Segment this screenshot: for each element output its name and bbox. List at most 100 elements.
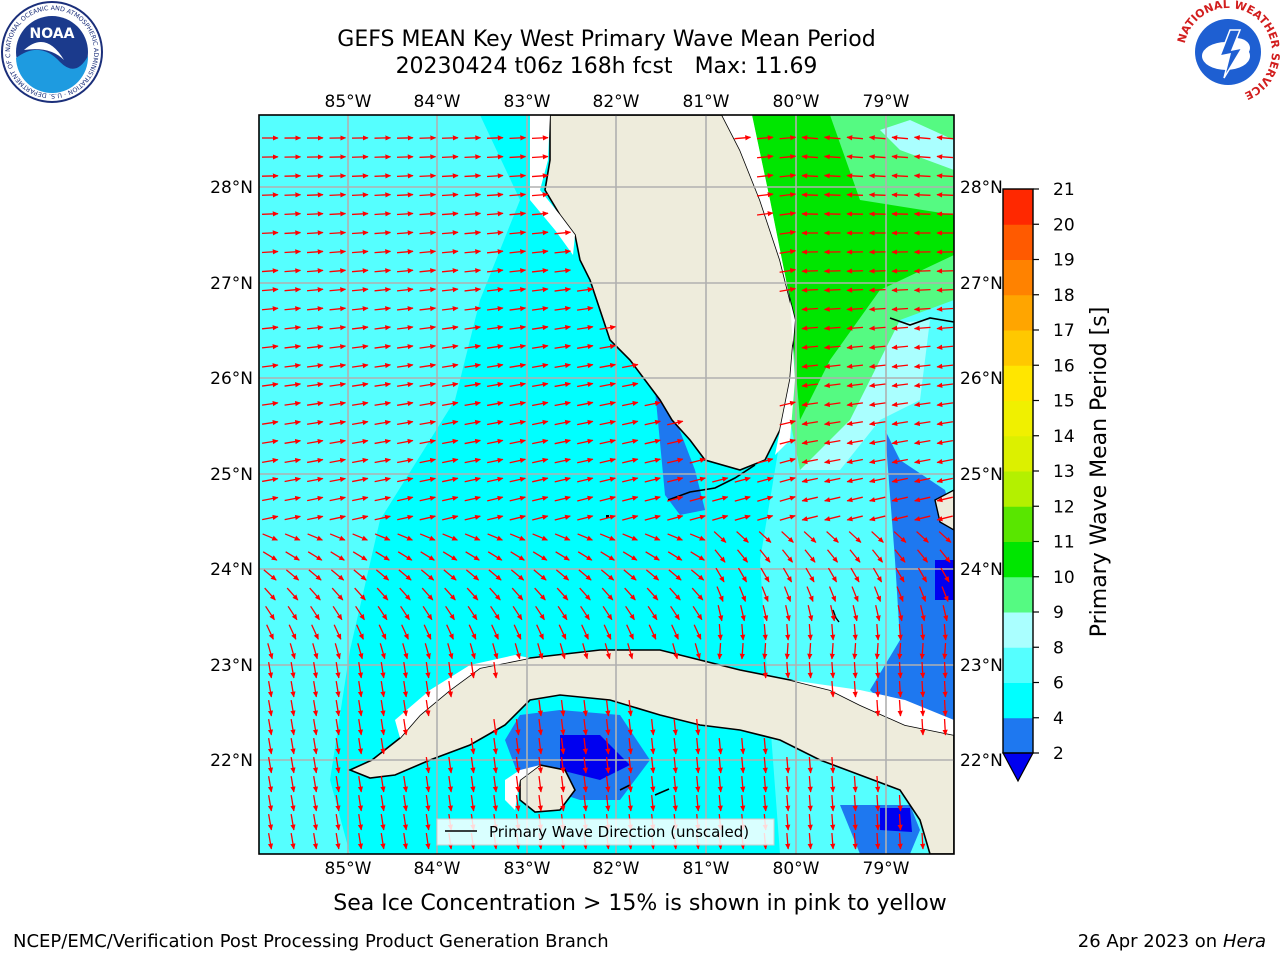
- wave-direction-arrow: [329, 211, 347, 217]
- wave-direction-arrow: [920, 661, 926, 679]
- colorbar-tick-label: 8: [1053, 638, 1064, 658]
- wave-direction-arrow: [868, 420, 886, 427]
- wave-direction-arrow: [667, 533, 683, 541]
- wave-direction-arrow: [422, 605, 433, 621]
- wave-direction-arrow: [599, 514, 616, 521]
- wave-direction-arrow: [464, 438, 481, 445]
- wave-direction-arrow: [846, 363, 864, 369]
- wave-direction-arrow: [284, 249, 302, 255]
- wave-direction-arrow: [351, 306, 369, 312]
- wave-direction-arrow: [374, 495, 391, 502]
- wave-direction-arrow: [801, 515, 818, 522]
- lon-tick-top: 83°W: [504, 92, 551, 112]
- wave-direction-arrow: [558, 624, 567, 640]
- wave-direction-arrow: [913, 325, 931, 331]
- wave-direction-arrow: [447, 680, 453, 698]
- wave-direction-arrow: [919, 642, 925, 660]
- wave-direction-arrow: [622, 476, 639, 483]
- wave-direction-arrow: [512, 605, 523, 621]
- wave-direction-arrow: [582, 794, 588, 812]
- wave-direction-arrow: [913, 135, 931, 141]
- wave-direction-arrow: [555, 569, 570, 581]
- wave-direction-arrow: [486, 362, 504, 369]
- wave-direction-arrow: [284, 192, 302, 198]
- wave-direction-arrow: [515, 718, 521, 736]
- wave-direction-arrow: [600, 551, 615, 561]
- wave-direction-arrow: [914, 515, 931, 522]
- wave-direction-arrow: [357, 737, 364, 755]
- wave-direction-arrow: [329, 495, 346, 502]
- wave-direction-arrow: [531, 192, 549, 198]
- wave-direction-arrow: [332, 605, 343, 621]
- wave-direction-arrow: [444, 587, 456, 601]
- wave-direction-arrow: [261, 363, 279, 369]
- wave-direction-arrow: [801, 363, 819, 369]
- wave-direction-arrow: [807, 605, 814, 622]
- wave-direction-arrow: [760, 567, 770, 583]
- wave-direction-arrow: [374, 514, 391, 521]
- wave-direction-arrow: [599, 362, 617, 369]
- lat-tick-right: 24°N: [960, 560, 1003, 580]
- wave-direction-arrow: [846, 287, 864, 293]
- wave-direction-arrow: [329, 192, 347, 198]
- lon-tick-bottom: 82°W: [593, 859, 640, 879]
- lat-tick-left: 23°N: [210, 656, 253, 676]
- wave-direction-arrow: [936, 420, 954, 427]
- lon-tick-top: 80°W: [773, 92, 820, 112]
- wave-direction-arrow: [487, 514, 504, 521]
- wave-direction-arrow: [896, 586, 904, 603]
- wave-direction-arrow: [329, 173, 347, 179]
- wave-direction-arrow: [312, 738, 319, 755]
- wave-direction-arrow: [824, 515, 841, 522]
- wave-direction-arrow: [351, 173, 369, 179]
- wave-direction-arrow: [823, 420, 841, 427]
- wave-direction-arrow: [312, 795, 319, 812]
- wave-direction-arrow: [941, 586, 949, 603]
- wave-direction-arrow: [284, 457, 302, 464]
- wave-direction-arrow: [509, 362, 527, 369]
- wave-direction-arrow: [396, 211, 414, 217]
- wave-direction-arrow: [441, 268, 459, 274]
- wave-direction-arrow: [396, 344, 414, 350]
- wave-direction-arrow: [894, 549, 906, 563]
- wave-direction-arrow: [717, 794, 723, 812]
- wave-direction-arrow: [307, 533, 323, 541]
- wave-direction-arrow: [531, 173, 549, 179]
- wave-direction-arrow: [782, 567, 793, 583]
- wave-direction-arrow: [695, 756, 701, 774]
- wave-direction-arrow: [352, 533, 368, 541]
- wave-direction-arrow: [402, 775, 408, 793]
- wave-direction-arrow: [374, 192, 392, 198]
- wave-direction-arrow: [627, 718, 633, 736]
- wave-direction-arrow: [490, 605, 500, 621]
- wave-direction-arrow: [464, 135, 482, 141]
- wave-direction-arrow: [830, 813, 836, 831]
- wave-direction-arrow: [399, 587, 411, 601]
- wave-direction-arrow: [441, 192, 459, 198]
- wave-direction-arrow: [396, 268, 414, 274]
- wave-direction-arrow: [486, 268, 504, 274]
- wave-direction-arrow: [671, 624, 679, 640]
- wave-direction-arrow: [470, 756, 476, 774]
- wave-direction-arrow: [513, 624, 522, 640]
- wave-direction-arrow: [531, 343, 549, 350]
- wave-direction-arrow: [537, 794, 543, 812]
- wave-direction-arrow: [312, 662, 319, 679]
- wave-direction-arrow: [762, 794, 768, 812]
- wave-direction-arrow: [740, 623, 746, 641]
- wave-direction-arrow: [667, 457, 684, 464]
- wave-direction-arrow: [419, 476, 436, 483]
- wave-direction-arrow: [942, 642, 948, 660]
- wave-direction-arrow: [287, 605, 298, 621]
- wave-direction-arrow: [307, 438, 324, 445]
- wave-direction-arrow: [425, 832, 431, 850]
- wave-direction-arrow: [419, 495, 436, 502]
- wave-direction-arrow: [823, 173, 841, 179]
- wave-direction-arrow: [441, 135, 459, 141]
- run-time: 20230424 t06z 168h fcst: [395, 54, 673, 79]
- wave-direction-arrow: [261, 438, 279, 445]
- wave-direction-arrow: [920, 832, 926, 850]
- wave-direction-arrow: [577, 476, 594, 483]
- wave-direction-arrow: [576, 287, 594, 293]
- wave-direction-arrow: [509, 192, 527, 198]
